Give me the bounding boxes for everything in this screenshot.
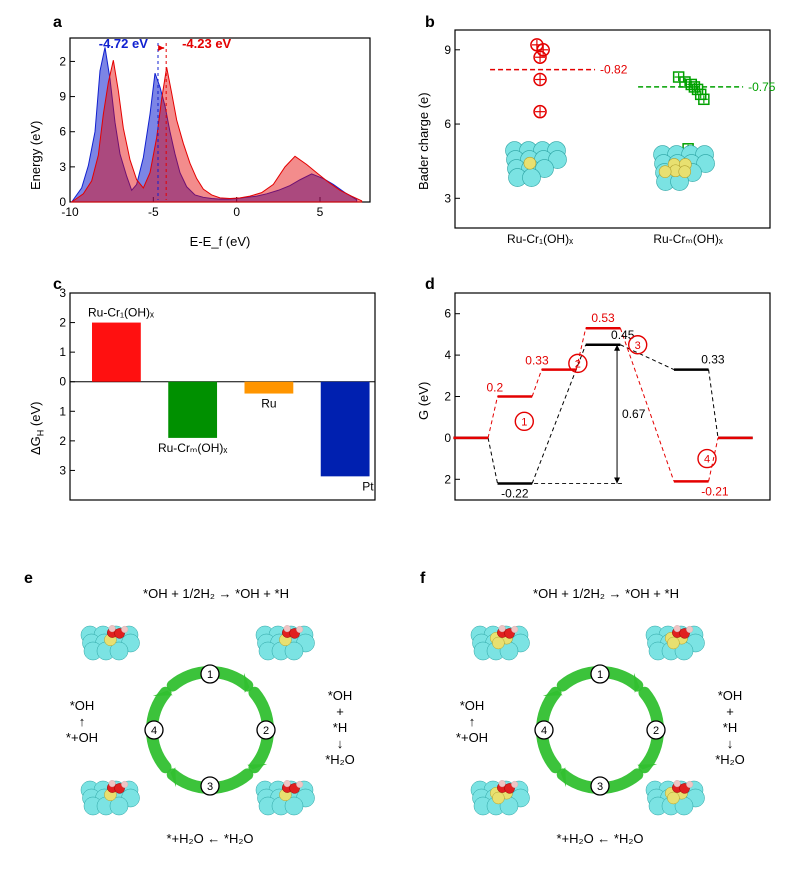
svg-text:0.53: 0.53 xyxy=(591,311,615,325)
svg-text:2: 2 xyxy=(263,725,269,737)
svg-text:0.2: 0.2 xyxy=(60,316,66,330)
svg-text:*+OH: *+OH xyxy=(66,730,98,745)
svg-text:*+OH: *+OH xyxy=(456,730,488,745)
svg-text:Ru-Cr₁(OH)ₓ: Ru-Cr₁(OH)ₓ xyxy=(507,232,573,246)
svg-text:*+H₂O ← *H₂O: *+H₂O ← *H₂O xyxy=(556,831,643,846)
svg-text:0: 0 xyxy=(60,195,66,209)
svg-text:*+H₂O ← *H₂O: *+H₂O ← *H₂O xyxy=(166,831,253,846)
svg-text:↑: ↑ xyxy=(79,714,86,729)
svg-text:0.67: 0.67 xyxy=(622,407,646,421)
panel-b-ylabel: Bader charge (e) xyxy=(416,92,431,190)
svg-text:-0.2: -0.2 xyxy=(60,434,66,448)
svg-text:-4.72 eV: -4.72 eV xyxy=(99,36,148,51)
svg-text:1: 1 xyxy=(597,669,603,681)
svg-text:6: 6 xyxy=(60,125,66,139)
panel-c-chart: -0.3 -0.2 -0.1 0.0 0.1 0.2 0.3 Ru-Cr₁(OH)ₓ Ru-Cr… xyxy=(60,285,380,510)
svg-text:0.2: 0.2 xyxy=(487,381,504,395)
svg-text:3: 3 xyxy=(60,160,66,174)
svg-text:-0.22: -0.22 xyxy=(501,486,529,500)
svg-text:0.4: 0.4 xyxy=(445,348,451,362)
svg-text:0.3: 0.3 xyxy=(60,286,66,300)
svg-text:2: 2 xyxy=(575,358,581,370)
svg-text:-0.2: -0.2 xyxy=(445,472,451,486)
svg-text:-0.75: -0.75 xyxy=(748,80,775,94)
svg-text:-0.1: -0.1 xyxy=(60,404,66,418)
svg-text:*H: *H xyxy=(723,720,737,735)
panel-f-cycle: 1234*OH + 1/2H₂ → *OH + *H*OH+*H↓*H₂O*+H… xyxy=(410,570,788,870)
svg-text:3: 3 xyxy=(207,781,213,793)
svg-text:Ru-Cr₁(OH)ₓ: Ru-Cr₁(OH)ₓ xyxy=(88,306,154,320)
svg-text:+: + xyxy=(726,704,734,719)
svg-text:0.33: 0.33 xyxy=(525,354,549,368)
svg-text:↓: ↓ xyxy=(337,736,344,751)
svg-text:3: 3 xyxy=(597,781,603,793)
svg-text:*OH: *OH xyxy=(328,688,353,703)
panel-a-chart: -10-505036912-4.72 eV-4.23 eV xyxy=(60,30,380,230)
panel-a-ylabel: Energy (eV) xyxy=(28,121,43,190)
svg-text:-0.9: -0.9 xyxy=(445,43,451,57)
svg-text:-0.21: -0.21 xyxy=(701,484,729,498)
panel-c-ylabel: ΔGH (eV) xyxy=(28,402,46,455)
svg-text:-0.3: -0.3 xyxy=(445,191,451,205)
panel-d-label: d xyxy=(425,276,435,294)
svg-text:0.2: 0.2 xyxy=(445,390,451,404)
svg-text:0.0: 0.0 xyxy=(60,375,66,389)
svg-text:9: 9 xyxy=(60,90,66,104)
svg-text:-0.3: -0.3 xyxy=(60,463,66,477)
svg-text:*OH + 1/2H₂ → *OH + *H: *OH + 1/2H₂ → *OH + *H xyxy=(143,586,289,601)
svg-text:0.0: 0.0 xyxy=(445,431,451,445)
svg-text:↓: ↓ xyxy=(727,736,734,751)
panel-b-label: b xyxy=(425,14,435,32)
panel-a-xlabel: E-E_f (eV) xyxy=(60,234,380,249)
svg-text:*OH: *OH xyxy=(70,698,95,713)
svg-text:4: 4 xyxy=(541,725,547,737)
panel-d-ylabel: G (eV) xyxy=(416,382,431,420)
svg-text:12: 12 xyxy=(60,54,66,68)
svg-text:*OH: *OH xyxy=(718,688,743,703)
figure: a b c d e f -10-505036912-4.72 eV-4.23 e… xyxy=(0,0,788,880)
svg-text:Ru-Crₘ(OH)ₓ: Ru-Crₘ(OH)ₓ xyxy=(158,441,227,455)
panel-e-cycle: 1234*OH + 1/2H₂ → *OH + *H*OH+*H↓*H₂O*+H… xyxy=(20,570,400,870)
svg-text:5: 5 xyxy=(317,205,324,219)
svg-text:1: 1 xyxy=(207,669,213,681)
svg-text:*OH: *OH xyxy=(460,698,485,713)
svg-text:Ru-Crₘ(OH)ₓ: Ru-Crₘ(OH)ₓ xyxy=(653,232,722,246)
panel-d-chart: -0.2 0.0 0.2 0.4 0.6 -0.22 0.45 0.33 0.2 0.33 0.53… xyxy=(445,285,775,510)
svg-text:0.45: 0.45 xyxy=(611,328,635,342)
svg-text:*H: *H xyxy=(333,720,347,735)
svg-text:Pt: Pt xyxy=(362,479,374,493)
svg-text:0.1: 0.1 xyxy=(60,345,66,359)
svg-text:↑: ↑ xyxy=(469,714,476,729)
svg-text:Ru: Ru xyxy=(261,397,276,411)
svg-text:*H₂O: *H₂O xyxy=(325,752,355,767)
svg-text:0.6: 0.6 xyxy=(445,307,451,321)
svg-text:4: 4 xyxy=(704,454,710,466)
svg-text:*OH + 1/2H₂ → *OH + *H: *OH + 1/2H₂ → *OH + *H xyxy=(533,586,679,601)
svg-text:0: 0 xyxy=(233,205,240,219)
svg-text:-0.6: -0.6 xyxy=(445,117,451,131)
svg-text:+: + xyxy=(336,704,344,719)
svg-text:3: 3 xyxy=(635,340,641,352)
svg-text:4: 4 xyxy=(151,725,157,737)
svg-text:2: 2 xyxy=(653,725,659,737)
svg-text:-5: -5 xyxy=(148,205,159,219)
svg-text:1: 1 xyxy=(521,416,527,428)
svg-text:-0.82: -0.82 xyxy=(600,63,628,77)
svg-text:0.33: 0.33 xyxy=(701,353,725,367)
panel-b-chart: -0.9 -0.6 -0.3 Ru-Cr₁(OH)ₓ Ru-Crₘ(OH)ₓ -0.82 -… xyxy=(445,25,775,250)
svg-text:*H₂O: *H₂O xyxy=(715,752,745,767)
svg-text:-4.23 eV: -4.23 eV xyxy=(182,36,231,51)
